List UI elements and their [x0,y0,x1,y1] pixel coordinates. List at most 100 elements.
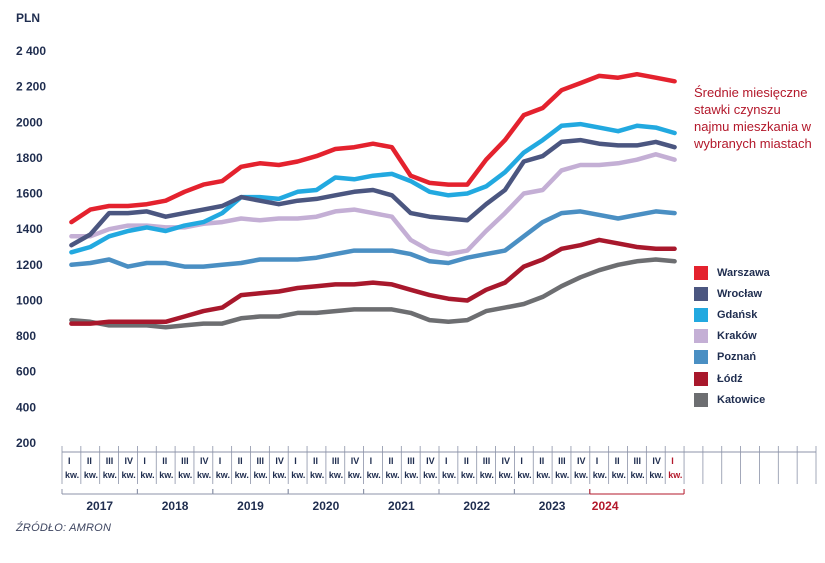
legend-swatch [694,392,708,407]
x-quarter-label: IV [125,456,134,466]
legend-swatch [694,307,708,322]
y-tick-label: 400 [16,400,36,414]
x-quarter-label: II [388,456,393,466]
x-quarter-label: I [219,456,222,466]
x-quarter-label: III [558,456,566,466]
x-quarter-suffix: kw. [536,470,550,480]
series-line-łódź [69,237,677,326]
source-note: ŹRÓDŁO: AMRON [16,522,112,534]
legend-label: Łódź [717,372,743,385]
series-line-wrocław [69,137,677,248]
y-tick-label: 1600 [16,187,43,201]
legend-item: Poznań [694,347,770,368]
x-quarter-label: II [313,456,318,466]
x-quarter-label: I [68,456,71,466]
y-tick-label: 2 200 [16,80,46,94]
x-year-label: 2022 [463,499,490,513]
x-year-label: 2024 [592,499,619,513]
x-year-label: 2021 [388,499,415,513]
x-quarter-label: III [407,456,415,466]
legend-swatch [694,371,708,386]
x-quarter-suffix: kw. [272,470,286,480]
x-quarter-label: IV [577,456,586,466]
legend-label: Katowice [717,393,766,406]
x-quarter-label: II [162,456,167,466]
x-quarter-suffix: kw. [235,470,249,480]
y-axis-ticks: 200 400 600 800 1000 1200 1400 1600 1800 2000 2 20… [16,44,46,450]
x-quarter-suffix: kw. [310,470,324,480]
legend-item: Gdańsk [694,304,770,325]
y-tick-label: 1400 [16,222,43,236]
y-tick-label: 800 [16,329,36,343]
x-quarter-label: IV [275,456,284,466]
legend-item: Kraków [694,326,770,347]
legend-item: Wrocław [694,283,770,304]
series-line-kraków [69,152,677,257]
x-quarter-label: II [464,456,469,466]
x-quarter-suffix: kw. [593,470,607,480]
x-quarter-suffix: kw. [668,470,682,480]
chart-title: Średnie miesięczne stawki czynszu najmu … [694,85,812,151]
legend-swatch [694,286,708,301]
y-tick-label: 200 [16,436,36,450]
x-quarter-label: IV [426,456,435,466]
y-axis-unit-label: PLN [16,11,40,25]
x-quarter-label: IV [652,456,661,466]
x-quarter-label: III [106,456,114,466]
series-line-poznań [69,209,677,269]
x-quarter-suffix: kw. [84,470,98,480]
legend-swatch [694,329,708,344]
series-line-warszawa [69,71,677,225]
y-tick-label: 1000 [16,293,43,307]
x-quarter-suffix: kw. [612,470,626,480]
x-quarter-suffix: kw. [423,470,437,480]
y-tick-label: 2 400 [16,44,46,58]
x-year-label: 2019 [237,499,264,513]
y-tick-label: 2000 [16,115,43,129]
series-lines [69,71,677,330]
x-quarter-suffix: kw. [499,470,513,480]
x-quarter-label: I [671,456,674,466]
x-quarter-label: I [294,456,297,466]
x-quarter-suffix: kw. [649,470,663,480]
x-quarter-suffix: kw. [517,470,531,480]
series-line-gdańsk [69,121,677,255]
x-quarter-suffix: kw. [291,470,305,480]
x-quarter-suffix: kw. [178,470,192,480]
y-tick-label: 1200 [16,258,43,272]
x-quarter-label: II [238,456,243,466]
legend-label: Wrocław [717,287,763,300]
legend-item: Warszawa [694,262,770,283]
x-quarter-label: I [520,456,523,466]
y-tick-label: 600 [16,365,36,379]
x-axis: Ikw.IIkw.IIIkw.IVkw.Ikw.IIkw.IIIkw.IVkw.… [61,446,817,513]
series-line-katowice [69,257,677,330]
x-quarter-label: III [332,456,340,466]
y-tick-label: 1800 [16,151,43,165]
x-year-label: 2020 [313,499,340,513]
x-quarter-label: III [634,456,642,466]
x-quarter-suffix: kw. [480,470,494,480]
x-quarter-suffix: kw. [404,470,418,480]
x-quarter-suffix: kw. [348,470,362,480]
x-quarter-suffix: kw. [461,470,475,480]
x-quarter-suffix: kw. [254,470,268,480]
legend-label: Kraków [717,330,757,343]
x-quarter-suffix: kw. [216,470,230,480]
x-quarter-suffix: kw. [103,470,117,480]
x-quarter-suffix: kw. [140,470,154,480]
x-quarter-suffix: kw. [329,470,343,480]
legend-label: Gdańsk [717,308,758,321]
x-quarter-suffix: kw. [159,470,173,480]
x-quarter-label: II [615,456,620,466]
x-year-label: 2023 [539,499,566,513]
x-quarter-label: III [181,456,189,466]
legend-item: Łódź [694,368,770,389]
legend: Warszawa Wrocław Gdańsk Kraków Poznań Łódź Kat… [694,262,770,410]
x-quarter-label: II [87,456,92,466]
x-quarter-suffix: kw. [631,470,645,480]
legend-swatch [694,265,708,280]
legend-swatch [694,350,708,365]
x-quarter-label: I [143,456,146,466]
